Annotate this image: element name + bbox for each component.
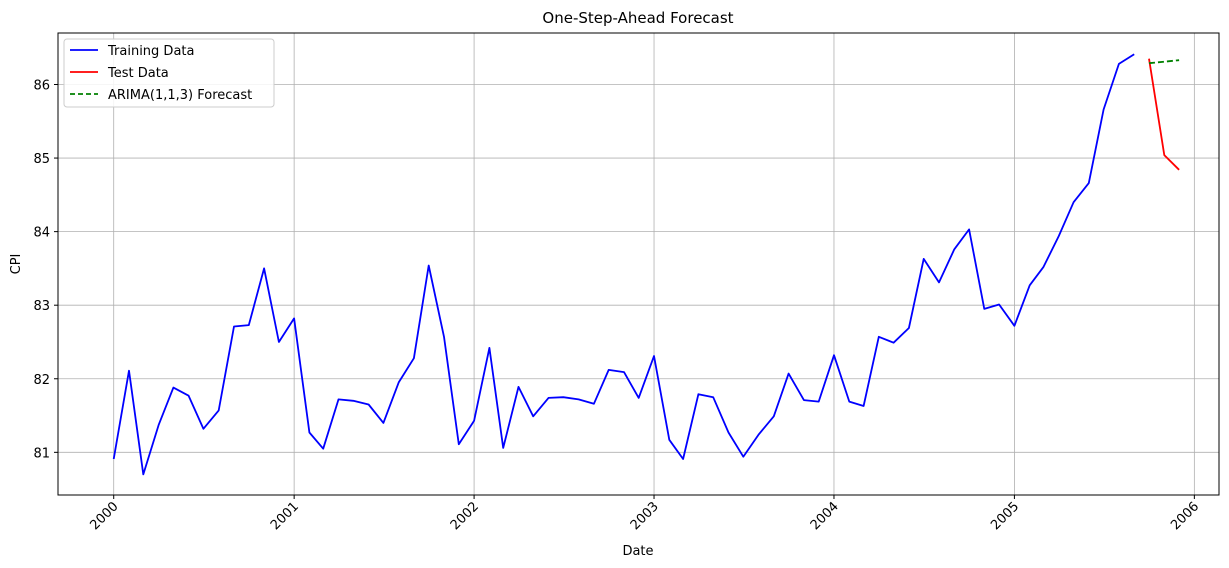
series-line-training	[112, 53, 1135, 476]
legend-box	[63, 38, 275, 108]
x-axis-title: Date	[622, 544, 653, 559]
y-tick-label: 84	[33, 226, 50, 241]
y-axis-title: CPI	[9, 254, 24, 275]
y-tick-label: 85	[33, 152, 50, 167]
y-tick-label: 81	[33, 446, 50, 461]
series-line-forecast	[1148, 59, 1180, 65]
y-tick-label: 86	[33, 78, 50, 93]
series-layer	[112, 53, 1180, 476]
chart-title: One-Step-Ahead Forecast	[542, 9, 733, 27]
legend-label-forecast: ARIMA(1,1,3) Forecast	[108, 88, 252, 103]
series-line-test	[1148, 58, 1180, 171]
legend: Training Data Test Data ARIMA(1,1,3) For…	[63, 38, 275, 108]
y-axis: 81 82 83 84 85 86	[33, 78, 58, 461]
legend-label-test: Test Data	[107, 66, 169, 81]
y-tick-label: 82	[33, 373, 50, 388]
legend-label-training: Training Data	[107, 44, 194, 59]
plot-frame	[57, 32, 1220, 496]
grid	[58, 33, 1219, 495]
y-tick-label: 83	[33, 299, 50, 314]
